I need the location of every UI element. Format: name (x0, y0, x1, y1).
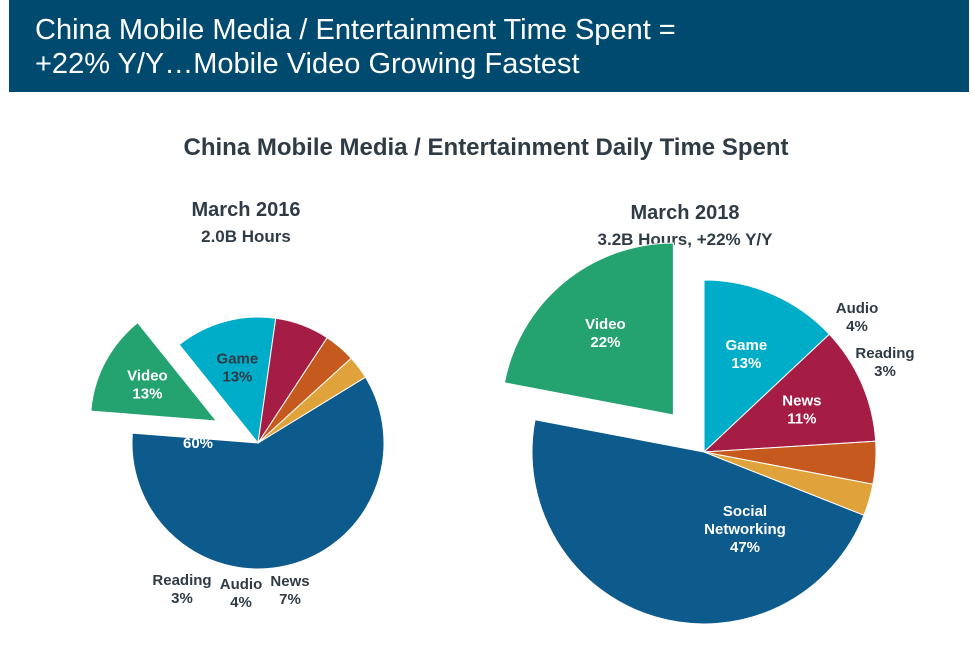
slice-label-2016-audio: Audio 4% (220, 576, 263, 611)
header-banner: China Mobile Media / Entertainment Time … (9, 0, 969, 92)
pie-slice-2016-reading (257, 357, 367, 444)
slice-label-2018-video: Video 22% (585, 316, 626, 351)
pie-slice-2018-video (503, 242, 674, 416)
slice-label-2016-reading: Reading 3% (152, 572, 211, 607)
pie-slice-2016-game (178, 316, 277, 445)
pie-slice-2016-video (90, 321, 218, 422)
chart-2016-caption: 2.0B Hours (201, 227, 291, 246)
slice-label-2016-game: Game 13% (217, 351, 259, 386)
slice-label-2018-audio: Audio 4% (836, 300, 879, 335)
chart-2018-subtitle: March 2018 (630, 202, 740, 224)
pie-slice-2016-social-networking (131, 376, 385, 570)
pie-chart-2016: SocialNetworking60%Video13%Game13%News7%… (90, 316, 385, 611)
chart-2016-subtitle: March 2016 (191, 199, 301, 221)
page-title-line2: +22% Y/Y…Mobile Video Growing Fastest (35, 48, 580, 80)
slice-label-2018-news: News 11% (782, 393, 821, 428)
pie-chart-2018: Game 13% News 11% Audio 4% Reading 3% Social Netw… (503, 242, 915, 625)
slice-label-2016-video: Video 13% (127, 367, 168, 402)
page-title: China Mobile Media / Entertainment Time … (35, 13, 676, 81)
slice-label-2016-news: News 7% (270, 573, 309, 608)
pie-slice-2018-game (703, 279, 831, 454)
slice-label-2018-game: Game 13% (726, 337, 768, 372)
chart-title: China Mobile Media / Entertainment Daily… (183, 134, 789, 161)
slice-label-2018-reading: Reading 3% (855, 345, 914, 380)
slice-label-2018-social-networking: Social Networking 47% (704, 503, 786, 556)
chart-2018-caption: 3.2B Hours, +22% Y/Y (597, 230, 773, 249)
page-title-line1: China Mobile Media / Entertainment Time … (35, 14, 676, 46)
pie-slice-2018-news (702, 333, 877, 453)
pie-slice-2018-social-networking (531, 419, 865, 625)
